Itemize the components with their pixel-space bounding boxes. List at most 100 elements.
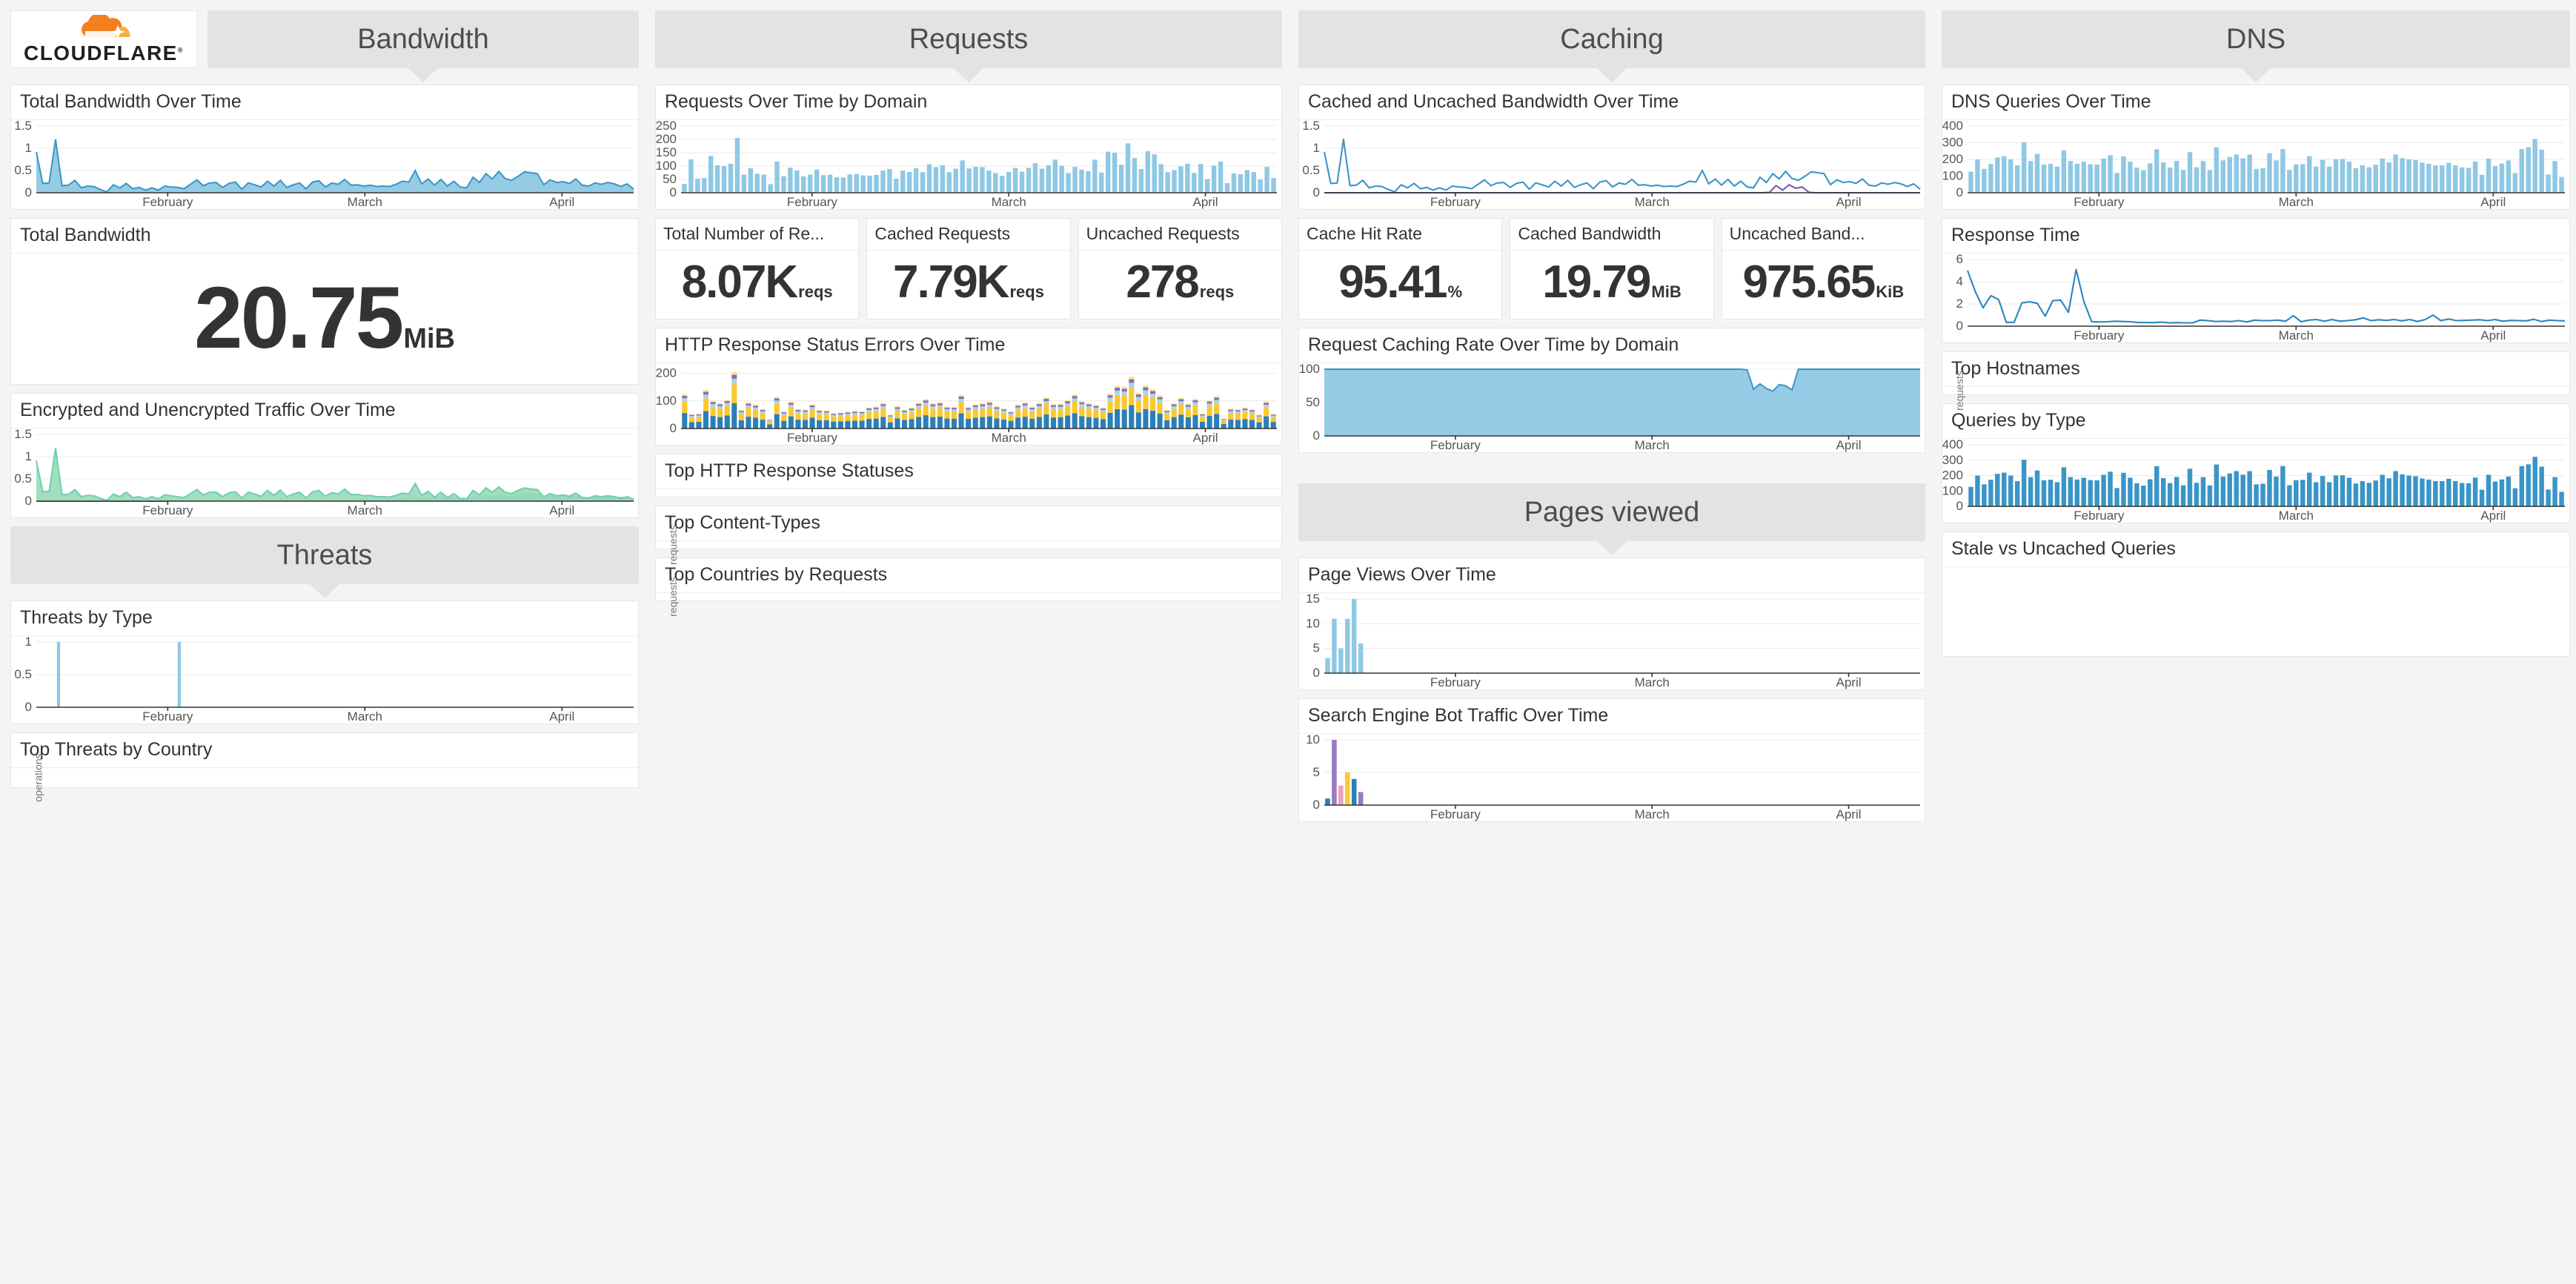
kpi-label: Uncached Band... — [1722, 219, 1925, 251]
kpi-value: 8.07K — [681, 257, 798, 308]
panel-queries-by-type: Queries by Type 0 100 200 300 400 February Ma… — [1942, 403, 2570, 523]
svg-text:4: 4 — [1956, 274, 1963, 288]
svg-text:April: April — [1193, 431, 1218, 445]
svg-text:6: 6 — [1956, 254, 1963, 266]
panel-title: HTTP Response Status Errors Over Time — [656, 328, 1281, 363]
brand-and-section-row: CLOUDFLARE® Bandwidth — [10, 10, 639, 85]
svg-text:March: March — [1635, 195, 1670, 209]
kpi-value: 20.75 — [194, 269, 404, 367]
panel-title: Response Time — [1942, 219, 2569, 254]
svg-text:1: 1 — [1313, 141, 1320, 155]
svg-text:February: February — [142, 503, 193, 517]
section-title-dns: DNS — [1942, 10, 2570, 68]
kpi-unit: reqs — [798, 282, 833, 301]
svg-text:10: 10 — [1306, 616, 1320, 630]
country-bars: operations — [11, 753, 638, 801]
chart-http-response-status-errors[interactable]: 0 100 200 February March April — [656, 363, 1281, 445]
panel-title: Search Engine Bot Traffic Over Time — [1299, 699, 1925, 734]
svg-text:March: March — [1635, 807, 1670, 821]
svg-text:0: 0 — [1313, 185, 1320, 199]
kpi-value-wrap: 975.65 KiB — [1722, 251, 1925, 319]
panel-cached-uncached-bandwidth: Cached and Uncached Bandwidth Over Time … — [1298, 85, 1925, 210]
svg-text:400: 400 — [1942, 439, 1963, 451]
chart-search-engine-bot-traffic[interactable]: 0 5 10 February March April — [1299, 734, 1925, 821]
hbar-list-hostnames: requests — [1942, 371, 2569, 411]
svg-text:March: March — [992, 431, 1026, 445]
svg-text:0: 0 — [1956, 499, 1963, 513]
kpi-value: 975.65 — [1742, 257, 1876, 308]
kpi-cache-hit-rate: Cache Hit Rate 95.41 % — [1298, 218, 1503, 320]
panel-total-bandwidth: Total Bandwidth 20.75 MiB — [10, 218, 639, 385]
section-title-pages-viewed: Pages viewed — [1298, 483, 1925, 541]
area-chart-svg: 0 0.5 1 1.5 February March April — [14, 120, 634, 209]
column-dns: DNS DNS Queries Over Time 0 100 200 300 400 … — [1931, 0, 2576, 1284]
chart-stale-vs-uncached-queries[interactable] — [1942, 567, 2569, 656]
chart-response-time[interactable]: 0 2 4 6 February March April — [1942, 254, 2569, 342]
section-header-requests[interactable]: Requests — [655, 10, 1282, 68]
kpi-label: Cached Bandwidth — [1510, 219, 1713, 251]
chart-dns-queries-over-time[interactable]: 0 100 200 300 400 February March April — [1942, 120, 2569, 209]
svg-text:February: February — [1430, 807, 1481, 821]
kpi-unit: MiB — [403, 323, 455, 354]
panel-title: Queries by Type — [1942, 404, 2569, 439]
bar-chart-svg: 0 0.5 1 February March April — [14, 636, 634, 724]
svg-text:1.5: 1.5 — [14, 428, 32, 441]
section-header-bandwidth[interactable]: Bandwidth — [208, 10, 639, 68]
svg-text:0: 0 — [1313, 798, 1320, 812]
panel-title: Cached and Uncached Bandwidth Over Time — [1299, 85, 1925, 120]
kpi-label: Total Number of Re... — [656, 219, 859, 251]
svg-text:February: February — [2074, 328, 2125, 342]
svg-text:April: April — [2480, 328, 2506, 342]
chart-page-views-over-time[interactable]: 0 5 10 15 February March April — [1299, 593, 1925, 689]
chart-encrypted-unencrypted-traffic[interactable]: 0 0.5 1 1.5 February March April — [11, 428, 638, 517]
panel-encrypted-unencrypted-traffic: Encrypted and Unencrypted Traffic Over T… — [10, 393, 639, 518]
svg-text:March: March — [2279, 328, 2314, 342]
panel-threats-by-type: Threats by Type 0 0.5 1 February March April — [10, 600, 639, 724]
svg-text:2: 2 — [1956, 297, 1963, 311]
kpi-cached-bandwidth: Cached Bandwidth 19.79 MiB — [1510, 218, 1714, 320]
svg-text:March: March — [1635, 438, 1670, 452]
panel-title: Requests Over Time by Domain — [656, 85, 1281, 120]
svg-text:February: February — [142, 195, 193, 209]
svg-text:0: 0 — [1313, 666, 1320, 680]
svg-text:400: 400 — [1942, 120, 1963, 133]
svg-text:February: February — [2074, 509, 2125, 523]
caching-kpi-row: Cache Hit Rate 95.41 % Cached Bandwidth … — [1298, 218, 1925, 320]
chart-total-bandwidth-over-time[interactable]: 0 0.5 1 1.5 February March April — [11, 120, 638, 209]
svg-text:100: 100 — [1942, 483, 1963, 497]
panel-title: Top Content-Types — [656, 506, 1281, 541]
svg-text:1: 1 — [25, 449, 32, 463]
bar-chart-svg: 0 100 200 300 400 February March April — [1942, 120, 2565, 209]
kpi-uncached-requests: Uncached Requests 278 reqs — [1078, 218, 1282, 320]
section-header-caching[interactable]: Caching — [1298, 10, 1925, 68]
svg-text:February: February — [2074, 195, 2125, 209]
axis-label-requests: requests — [666, 577, 679, 617]
svg-text:300: 300 — [1942, 453, 1963, 467]
kpi-value-wrap: 95.41 % — [1299, 251, 1501, 319]
svg-text:April: April — [549, 503, 574, 517]
column-bandwidth-threats: CLOUDFLARE® Bandwidth Total Bandwidth Ov… — [0, 0, 645, 1284]
chart-request-caching-rate[interactable]: 0 50 100 February March April — [1299, 363, 1925, 452]
svg-text:February: February — [1430, 675, 1481, 689]
chart-cached-uncached-bandwidth[interactable]: 0 0.5 1 1.5 February March April — [1299, 120, 1925, 209]
svg-text:April: April — [549, 195, 574, 209]
svg-text:5: 5 — [1313, 765, 1320, 779]
section-header-pages-viewed[interactable]: Pages viewed — [1298, 483, 1925, 541]
svg-text:February: February — [787, 195, 838, 209]
svg-text:0: 0 — [670, 185, 677, 199]
bar-chart-svg — [1942, 567, 2569, 656]
svg-text:March: March — [2279, 195, 2314, 209]
panel-requests-over-time-by-domain: Requests Over Time by Domain 0 50 100 150 20… — [655, 85, 1282, 210]
chart-queries-by-type[interactable]: 0 100 200 300 400 February March April — [1942, 439, 2569, 523]
section-header-threats[interactable]: Threats — [10, 526, 639, 584]
svg-text:March: March — [2279, 509, 2314, 523]
section-header-dns[interactable]: DNS — [1942, 10, 2570, 68]
chart-threats-by-type[interactable]: 0 0.5 1 February March April — [11, 636, 638, 724]
chart-requests-over-time[interactable]: 0 50 100 150 200 250 February March April — [656, 120, 1281, 209]
svg-text:April: April — [1836, 438, 1862, 452]
panel-title: Top Threats by Country — [11, 733, 638, 768]
panel-title: Stale vs Uncached Queries — [1942, 532, 2569, 567]
axis-label-operations: operations — [32, 753, 44, 802]
